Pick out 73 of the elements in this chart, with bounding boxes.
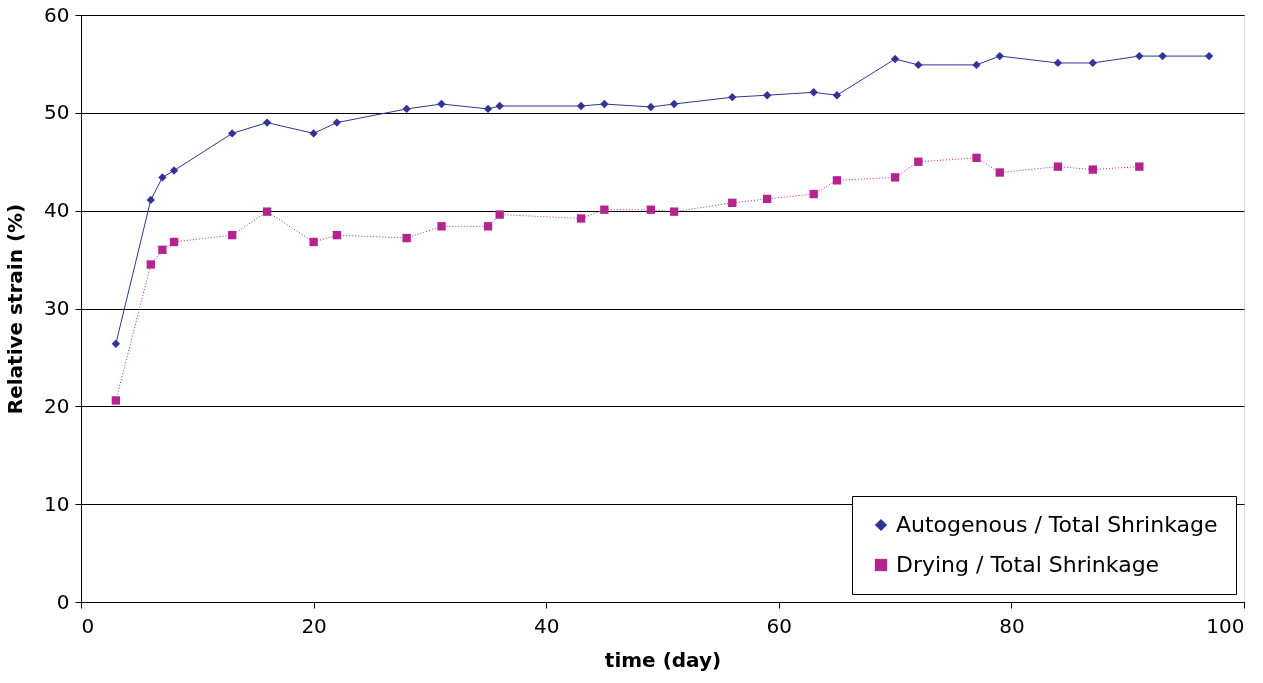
point [809,189,818,199]
y-axis-title: Relative strain (%) [3,203,28,415]
point [890,173,900,182]
x-tick-label: 100 [1206,613,1245,638]
point [228,129,237,138]
point [158,245,167,254]
y-tick-label: 10 [44,491,70,516]
point [1135,162,1144,171]
point [762,194,772,204]
point [972,60,981,70]
point [483,104,493,114]
x-tick-label: 80 [999,613,1025,638]
y-tick-label: 60 [44,2,70,27]
point [600,99,609,109]
point [809,88,818,97]
x-tick-label: 20 [301,613,327,638]
point [332,118,342,127]
point [1204,51,1214,61]
point [262,207,272,216]
y-tick-label: 30 [44,296,70,320]
x-tick-label: 0 [81,613,95,638]
point [832,91,842,100]
point [169,237,179,247]
point [1053,162,1063,171]
x-tick-label: 60 [766,613,793,638]
point [914,60,923,70]
y-tick-label: 0 [56,589,70,614]
legend-label: Autogenous / Total Shrinkage [896,512,1218,537]
point [576,214,586,223]
point [111,396,121,405]
legend-label: Drying / Total Shrinkage [896,552,1160,577]
point [1088,58,1097,68]
point [146,260,155,269]
point [600,205,609,214]
point [146,195,155,205]
point [158,173,167,182]
point [402,233,411,243]
point [437,99,446,109]
point [728,198,737,208]
point [669,207,679,216]
point [262,118,272,127]
y-tick-label: 50 [44,100,70,125]
point [309,129,318,138]
x-axis-title: time (day) [604,647,722,672]
point [728,93,737,102]
point [402,104,411,114]
point [972,153,981,163]
point [1158,51,1167,61]
point [309,237,318,247]
point [169,166,179,175]
point [832,176,842,185]
point [495,210,504,219]
point [646,102,656,112]
point [111,339,121,348]
point [914,157,923,166]
point [1088,165,1097,174]
point [646,205,656,214]
point [890,54,900,64]
point [332,230,342,240]
point [995,51,1004,61]
x-tick-label: 40 [533,613,560,638]
point [762,91,772,100]
y-tick-label: 40 [44,198,70,223]
point [1135,51,1144,61]
point [1053,58,1063,68]
point [995,168,1004,177]
point [483,222,493,231]
point [576,101,586,111]
y-tick-label: 20 [44,393,70,418]
point [437,222,446,231]
point [495,101,504,111]
point [669,99,679,109]
point [228,230,237,240]
